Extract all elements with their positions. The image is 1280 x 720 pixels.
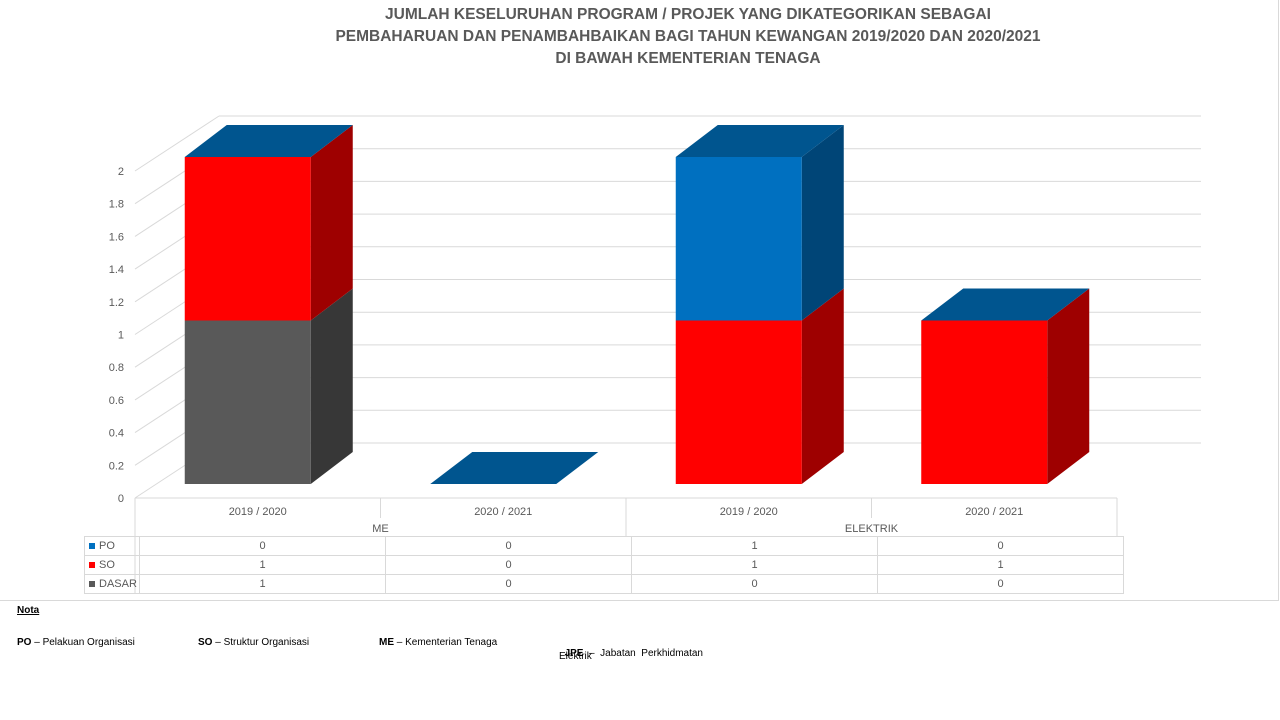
bar-side-so [310, 125, 353, 321]
data-table: PO 0 0 1 0 SO 1 0 1 1 DASAR 1 0 0 0 [84, 536, 1124, 594]
bar-side-dasar [310, 288, 353, 484]
chart-frame [0, 0, 1279, 601]
bar-top-cap [184, 125, 353, 157]
table-cell: 0 [385, 555, 632, 575]
table-row: SO 1 0 1 1 [84, 555, 1124, 575]
table-cell: 1 [631, 555, 878, 575]
x-category-label: 2019 / 2020 [720, 506, 778, 518]
y-tick-label: 2 [118, 166, 124, 178]
bar-top-cap [921, 288, 1090, 321]
left-wall-gridline [134, 115, 220, 172]
table-cell: 0 [877, 574, 1124, 594]
nota-heading: Nota [17, 605, 40, 616]
x-group-label: ELEKTRIK [845, 523, 899, 535]
table-cell: 0 [139, 536, 386, 556]
nota-item-so: SO – Struktur Organisasi [198, 637, 309, 648]
stacked-3d-bar-chart: 0 0.2 0.4 0.6 0.8 1 1.2 1.4 1.6 1.8 2 2019 / 2020 20… [109, 115, 1201, 594]
bar-segment-dasar [184, 320, 311, 484]
series-legend-cell: PO [84, 536, 140, 556]
nota-item-jpe: JPE – Jabatan Perkhidmatan [559, 637, 703, 659]
y-tick-label: 0 [118, 493, 124, 505]
x-category-label: 2020 / 2021 [474, 506, 532, 518]
table-cell: 1 [139, 574, 386, 594]
y-tick-label: 1.4 [109, 264, 124, 276]
bar-segment-po [675, 157, 802, 321]
chart-title-line-3: DI BAWAH KEMENTERIAN TENAGA [555, 50, 821, 67]
series-name: DASAR [99, 578, 137, 590]
series-legend-cell: DASAR [84, 574, 140, 594]
bar-segment-so [184, 157, 311, 321]
y-tick-label: 1.6 [109, 231, 124, 243]
table-cell: 0 [877, 536, 1124, 556]
legend-swatch [89, 543, 95, 550]
y-tick-label: 0.8 [109, 362, 124, 374]
chart-title-line-2: PEMBAHARUAN DAN PENAMBAHBAIKAN BAGI TAHU… [335, 28, 1041, 45]
bar-top-cap [430, 452, 599, 484]
nota-abbr: PO [17, 637, 32, 648]
nota-text: – Pelakuan Organisasi [31, 637, 135, 648]
bar-side-so [801, 288, 844, 484]
table-cell: 1 [139, 555, 386, 575]
nota-abbr: ME [379, 637, 394, 648]
nota-text: – Struktur Organisasi [212, 637, 310, 648]
y-tick-label: 0.6 [109, 395, 124, 407]
x-category-label: 2019 / 2020 [229, 506, 287, 518]
table-cell: 0 [385, 536, 632, 556]
legend-swatch [89, 562, 95, 569]
table-cell: 0 [631, 574, 878, 594]
table-cell: 1 [631, 536, 878, 556]
nota-item-me: ME – Kementerian Tenaga [379, 637, 497, 648]
table-row: PO 0 0 1 0 [84, 536, 1124, 556]
nota-item-jpe-line2: Elektrik [559, 651, 592, 662]
series-name: PO [99, 540, 115, 552]
chart-title-line-1: JUMLAH KESELURUHAN PROGRAM / PROJEK YANG… [385, 6, 991, 23]
nota-text: – Jabatan Perkhidmatan [583, 648, 703, 659]
bar-top-cap [675, 125, 844, 157]
x-group-label: ME [372, 523, 389, 535]
nota-abbr: JPE [564, 648, 584, 659]
table-cell: 1 [877, 555, 1124, 575]
y-tick-label: 0.2 [109, 460, 124, 472]
table-cell: 0 [385, 574, 632, 594]
series-name: SO [99, 559, 115, 571]
y-tick-label: 1 [118, 330, 124, 342]
bar-side-po [801, 125, 844, 321]
bar-segment-so [675, 320, 802, 484]
legend-swatch [89, 581, 95, 588]
nota-item-po: PO – Pelakuan Organisasi [17, 637, 135, 648]
nota-abbr: SO [198, 637, 213, 648]
series-legend-cell: SO [84, 555, 140, 575]
nota-text: – Kementerian Tenaga [394, 637, 498, 648]
y-tick-label: 0.4 [109, 428, 124, 440]
x-category-label: 2020 / 2021 [965, 506, 1023, 518]
bar-segment-so [921, 320, 1048, 484]
bar-side-so [1047, 288, 1090, 484]
y-tick-label: 1.2 [109, 297, 124, 309]
y-tick-label: 1.8 [109, 199, 124, 211]
table-row: DASAR 1 0 0 0 [84, 574, 1124, 594]
